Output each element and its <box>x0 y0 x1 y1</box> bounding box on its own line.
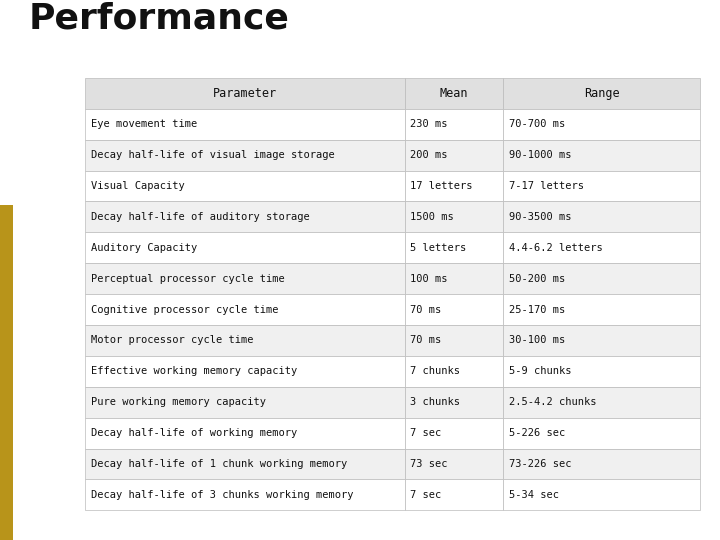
Text: 7 chunks: 7 chunks <box>410 366 461 376</box>
Bar <box>405 263 503 294</box>
Text: 70-700 ms: 70-700 ms <box>509 119 565 129</box>
Bar <box>85 171 405 201</box>
Bar <box>405 201 503 232</box>
Text: 5 letters: 5 letters <box>410 243 467 253</box>
Bar <box>503 294 700 325</box>
Bar <box>503 356 700 387</box>
Bar <box>405 140 503 171</box>
Text: 90-1000 ms: 90-1000 ms <box>509 150 572 160</box>
Text: 73-226 sec: 73-226 sec <box>509 459 572 469</box>
Bar <box>85 387 405 417</box>
Bar <box>503 232 700 263</box>
Bar <box>405 325 503 356</box>
Text: Decay half-life of 1 chunk working memory: Decay half-life of 1 chunk working memor… <box>91 459 347 469</box>
Text: Decay half-life of 3 chunks working memory: Decay half-life of 3 chunks working memo… <box>91 490 354 500</box>
Text: 5-226 sec: 5-226 sec <box>509 428 565 438</box>
Bar <box>503 201 700 232</box>
Bar <box>405 480 503 510</box>
Bar <box>85 140 405 171</box>
Text: 73 sec: 73 sec <box>410 459 448 469</box>
Text: Perceptual processor cycle time: Perceptual processor cycle time <box>91 274 284 284</box>
Bar <box>85 356 405 387</box>
Text: 1500 ms: 1500 ms <box>410 212 454 222</box>
Text: 50-200 ms: 50-200 ms <box>509 274 565 284</box>
Text: 100 ms: 100 ms <box>410 274 448 284</box>
Bar <box>85 480 405 510</box>
Text: Visual Capacity: Visual Capacity <box>91 181 184 191</box>
Bar <box>85 78 405 109</box>
Text: 200 ms: 200 ms <box>410 150 448 160</box>
Bar <box>503 78 700 109</box>
Text: 70 ms: 70 ms <box>410 305 441 314</box>
Text: Cognitive processor cycle time: Cognitive processor cycle time <box>91 305 278 314</box>
Bar <box>503 325 700 356</box>
Text: 5-9 chunks: 5-9 chunks <box>509 366 572 376</box>
Bar <box>503 387 700 417</box>
Text: 70 ms: 70 ms <box>410 335 441 346</box>
Bar <box>85 417 405 449</box>
Bar <box>405 356 503 387</box>
Text: Decay half-life of auditory storage: Decay half-life of auditory storage <box>91 212 310 222</box>
Text: 5-34 sec: 5-34 sec <box>509 490 559 500</box>
Text: 4.4-6.2 letters: 4.4-6.2 letters <box>509 243 603 253</box>
Text: Decay half-life of working memory: Decay half-life of working memory <box>91 428 297 438</box>
Text: 7 sec: 7 sec <box>410 490 441 500</box>
Bar <box>0 205 13 540</box>
Text: 230 ms: 230 ms <box>410 119 448 129</box>
Text: Parameter: Parameter <box>213 87 277 100</box>
Bar <box>85 232 405 263</box>
Bar <box>503 449 700 480</box>
Text: 17 letters: 17 letters <box>410 181 473 191</box>
Text: Range: Range <box>584 87 619 100</box>
Bar <box>85 201 405 232</box>
Bar <box>503 263 700 294</box>
Bar <box>85 109 405 140</box>
Bar <box>405 449 503 480</box>
Text: 2.5-4.2 chunks: 2.5-4.2 chunks <box>509 397 596 407</box>
Bar <box>503 140 700 171</box>
Text: 7 sec: 7 sec <box>410 428 441 438</box>
Bar <box>405 109 503 140</box>
Text: Decay half-life of visual image storage: Decay half-life of visual image storage <box>91 150 335 160</box>
Text: Auditory Capacity: Auditory Capacity <box>91 243 197 253</box>
Bar <box>85 263 405 294</box>
Bar <box>85 325 405 356</box>
Bar <box>85 294 405 325</box>
Text: 7-17 letters: 7-17 letters <box>509 181 584 191</box>
Text: Pure working memory capacity: Pure working memory capacity <box>91 397 266 407</box>
Bar <box>503 171 700 201</box>
Text: 30-100 ms: 30-100 ms <box>509 335 565 346</box>
Text: Performance: Performance <box>29 1 289 35</box>
Bar <box>503 109 700 140</box>
Text: 90-3500 ms: 90-3500 ms <box>509 212 572 222</box>
Text: Effective working memory capacity: Effective working memory capacity <box>91 366 297 376</box>
Text: 25-170 ms: 25-170 ms <box>509 305 565 314</box>
Text: 3 chunks: 3 chunks <box>410 397 461 407</box>
Bar <box>405 294 503 325</box>
Text: Eye movement time: Eye movement time <box>91 119 197 129</box>
Text: Motor processor cycle time: Motor processor cycle time <box>91 335 253 346</box>
Bar <box>405 387 503 417</box>
Bar <box>85 449 405 480</box>
Bar <box>503 417 700 449</box>
Text: Mean: Mean <box>440 87 468 100</box>
Bar <box>405 232 503 263</box>
Bar <box>405 78 503 109</box>
Bar <box>405 417 503 449</box>
Bar <box>503 480 700 510</box>
Bar <box>405 171 503 201</box>
